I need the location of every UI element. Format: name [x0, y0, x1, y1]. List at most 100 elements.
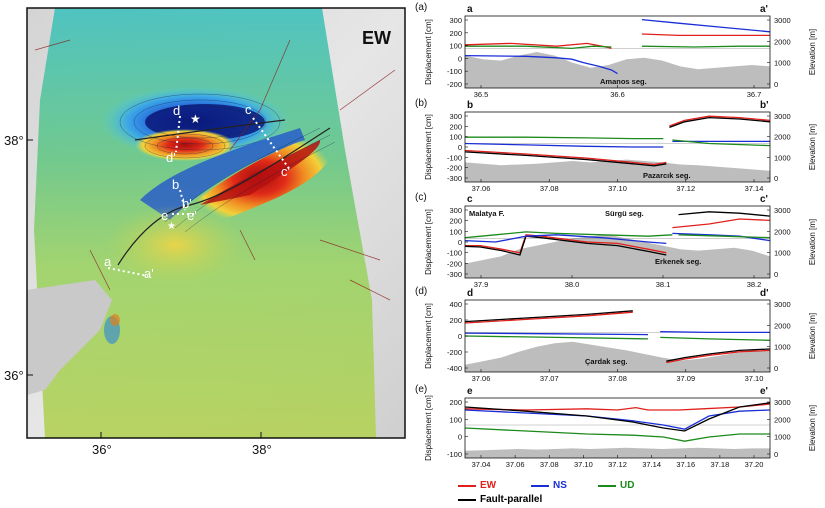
marker-d-prime: d'	[166, 150, 176, 165]
y-right-tick-label: 1000	[774, 433, 791, 442]
y-right-tick-label: 0	[774, 174, 778, 183]
annotation-label: Sürgü seg.	[605, 209, 644, 218]
annotation-label: Amanos seg.	[600, 77, 647, 86]
y-left-tick-label: 200	[449, 398, 462, 407]
y-right-title: Elevation [m]	[808, 313, 817, 359]
marker-e: e	[161, 208, 168, 223]
displacement-map: ★ ★ a a' d d' c c' b b' e e' EW 38° 36° …	[0, 0, 410, 460]
series-ew-after-fault	[666, 349, 771, 364]
fault-traces	[34, 39, 396, 301]
north-rupture-trace	[134, 119, 286, 141]
x-tick-label: 37.06	[472, 184, 491, 193]
elevation-fill	[465, 447, 770, 458]
lat-label-36: 36°	[4, 368, 24, 383]
marker-b-prime: b'	[182, 196, 192, 211]
x-tick-label: 37.12	[676, 184, 695, 193]
series-ew-after-fault	[672, 218, 771, 229]
y-right-title: Elevation [m]	[808, 405, 817, 451]
x-tick-label: 37.10	[745, 374, 764, 383]
elevation-fill	[465, 159, 770, 182]
y-right-tick-label: 1000	[774, 153, 791, 162]
elevation-fill	[465, 52, 770, 88]
y-left-tick-label: 300	[449, 112, 462, 121]
marker-a-prime: a'	[144, 266, 154, 281]
y-left-tick-label: 100	[449, 227, 462, 236]
profile-panel-b: (b) b b'3002001000-100-200-300300020001000…	[415, 98, 817, 193]
x-tick-label: 37.20	[745, 460, 764, 469]
y-right-tick-label: 3000	[774, 112, 791, 121]
series-fp-after-fault	[669, 116, 771, 129]
panel-label: (e)	[415, 384, 427, 395]
panel-label: (a)	[415, 2, 427, 13]
y-right-tick-label: 0	[774, 450, 778, 459]
legend-item-ns: NS	[531, 480, 567, 491]
y-right-tick-label: 2000	[774, 37, 791, 46]
y-left-title: Displacement [cm]	[424, 303, 433, 369]
profile-end-label: d'	[760, 288, 769, 299]
series-ns-after-fault	[660, 331, 770, 334]
marker-a: a	[104, 254, 112, 269]
profiles-svg: (a) a a'3002001000-100-200300020001000036.…	[415, 2, 817, 469]
map-frame	[26, 7, 406, 439]
x-tick-label: 36.7	[747, 90, 762, 99]
series-ew-after-fault	[641, 33, 770, 37]
y-left-tick-label: 200	[449, 217, 462, 226]
x-tick-label: 37.08	[540, 184, 559, 193]
y-right-tick-label: 1000	[774, 249, 791, 258]
annotation-label: Pazarcık seg.	[643, 171, 691, 180]
profile-panel-a: (a) a a'3002001000-100-200300020001000036.…	[415, 2, 817, 99]
lon-label-38: 38°	[252, 442, 272, 457]
x-tick-label: 38.1	[656, 280, 671, 289]
series-ud	[465, 45, 612, 50]
series-ud	[464, 231, 673, 239]
series-ew	[464, 149, 667, 166]
y-right-tick-label: 3000	[774, 300, 791, 309]
series-ud	[465, 136, 664, 140]
y-left-tick-label: 0	[458, 143, 462, 152]
profile-end-label: a'	[760, 4, 768, 15]
panel-label: (b)	[415, 98, 427, 109]
y-left-tick-label: 0	[458, 332, 462, 341]
profile-panels: (a) a a' 300 200 100 0 -100 -200 3000 2000 1000 0 36.…	[415, 0, 825, 508]
y-right-title: Elevation [m]	[808, 29, 817, 75]
y-left-tick-label: -200	[447, 164, 462, 173]
elevation-fill	[465, 234, 770, 278]
y-right-title: Elevation [m]	[808, 219, 817, 265]
profile-start-label: a	[467, 4, 473, 15]
y-left-tick-label: 100	[449, 42, 462, 51]
legend-label-ud: UD	[620, 480, 635, 491]
map-svg: ★ ★ a a' d d' c c' b b' e e' EW 38° 36° …	[4, 7, 406, 457]
legend-swatch-ns	[531, 484, 549, 487]
y-left-tick-label: 100	[449, 133, 462, 142]
legend-item-ud: UD	[598, 480, 634, 491]
annotation-label: Malatya F.	[469, 209, 504, 218]
marker-c: c	[245, 102, 252, 117]
x-tick-label: 38.0	[565, 280, 580, 289]
x-tick-label: 37.18	[710, 460, 729, 469]
x-tick-label: 37.10	[574, 460, 593, 469]
x-tick-label: 37.14	[642, 460, 661, 469]
x-tick-label: 37.08	[540, 460, 559, 469]
x-tick-label: 37.16	[676, 460, 695, 469]
profile-start-label: d	[467, 288, 473, 299]
y-left-tick-label: -200	[447, 80, 462, 89]
x-tick-label: 37.10	[608, 184, 627, 193]
series-fp	[464, 235, 667, 256]
epicenter-star-north: ★	[190, 112, 201, 126]
profile-start-label: e	[467, 386, 473, 397]
y-left-title: Displacement [cm]	[424, 114, 433, 180]
series-ns	[464, 142, 664, 148]
marker-c-prime: c'	[281, 164, 290, 179]
profile-markers: a a' d d' c c' b b' e e'	[104, 102, 290, 281]
series-fp	[464, 310, 633, 323]
series-fp	[464, 151, 667, 167]
y-right-title: Elevation [m]	[808, 124, 817, 170]
x-tick-label: 37.07	[540, 374, 559, 383]
legend-item-ew: EW	[458, 480, 496, 491]
annotation-label: Çardak seg.	[585, 357, 628, 366]
coastal-orange-patch	[110, 314, 120, 326]
epicenter-star-south: ★	[167, 221, 176, 232]
panel-label: (d)	[415, 286, 427, 297]
y-left-tick-label: 200	[449, 316, 462, 325]
